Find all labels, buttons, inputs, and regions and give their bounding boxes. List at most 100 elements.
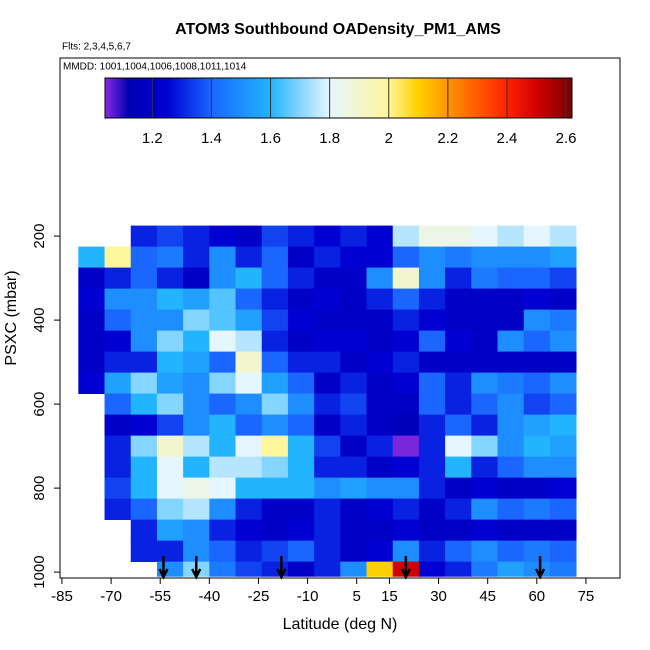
heat-cell: [366, 330, 394, 353]
heat-cell: [78, 246, 105, 268]
heat-cell: [287, 435, 315, 458]
heat-cell: [235, 414, 263, 437]
heat-cell: [130, 414, 158, 437]
heat-cell: [287, 330, 315, 353]
heat-cell: [445, 477, 472, 500]
heat-cell: [523, 225, 551, 247]
plot-frame: [59, 57, 621, 579]
heat-cell: [261, 498, 289, 521]
heat-cell: [287, 561, 315, 577]
heat-cell: [235, 477, 263, 500]
heat-cell: [445, 309, 472, 332]
heat-cell: [366, 414, 394, 437]
heat-cell: [340, 519, 367, 542]
heat-cell: [130, 309, 158, 332]
heat-cell: [314, 246, 341, 268]
heat-cell: [523, 288, 551, 310]
heat-cell: [471, 267, 498, 289]
heat-cell: [261, 351, 289, 374]
heat-cell: [549, 456, 577, 479]
heat-cell: [183, 309, 210, 332]
heat-cell: [392, 414, 420, 437]
heat-cell: [104, 330, 132, 353]
heat-cell: [209, 435, 236, 458]
heat-cell: [314, 225, 341, 247]
heat-cell: [471, 477, 498, 500]
heat-cell: [471, 498, 498, 521]
heat-cell: [445, 351, 472, 374]
arrow-marker: [400, 556, 411, 580]
heat-cell: [392, 330, 420, 353]
heat-cell: [209, 561, 236, 577]
heat-cell: [392, 393, 420, 416]
heat-cell: [523, 477, 551, 500]
heat-cell: [523, 267, 551, 289]
heat-cell: [418, 498, 446, 521]
heat-cell: [549, 351, 577, 374]
heat-cell: [130, 540, 158, 563]
heat-cell: [235, 351, 263, 374]
heat-cell: [392, 288, 420, 310]
heat-cell: [471, 225, 498, 247]
arrow-marker: [191, 556, 202, 580]
heat-cell: [392, 456, 420, 479]
heat-cell: [287, 456, 315, 479]
heat-cell: [314, 498, 341, 521]
heat-cell: [523, 372, 551, 395]
heat-cell: [497, 330, 525, 353]
colorbar-tick-label: 2: [385, 130, 393, 147]
y-tick-label: 600: [31, 392, 48, 417]
heat-cell: [183, 498, 210, 521]
heat-cell: [235, 456, 263, 479]
heat-cell: [209, 414, 236, 437]
heat-cell: [183, 225, 210, 247]
heat-cell: [497, 267, 525, 289]
heat-cell: [418, 456, 446, 479]
heat-cell: [497, 435, 525, 458]
heat-cell: [340, 435, 367, 458]
heat-cell: [183, 372, 210, 395]
heat-cell: [340, 225, 367, 247]
heat-cell: [104, 435, 132, 458]
heat-cell: [235, 309, 263, 332]
heat-cell: [314, 393, 341, 416]
heat-cell: [287, 309, 315, 332]
heat-cell: [314, 267, 341, 289]
heat-cell: [104, 288, 132, 310]
heat-cell: [235, 330, 263, 353]
heat-cell: [287, 372, 315, 395]
heat-cell: [418, 540, 446, 563]
heat-cell: [392, 225, 420, 247]
heat-cell: [497, 246, 525, 268]
heat-cell: [287, 393, 315, 416]
heat-cell: [209, 309, 236, 332]
heat-cell: [156, 498, 184, 521]
heat-cell: [445, 372, 472, 395]
x-tick-label: -55: [149, 588, 171, 605]
x-tick-label: -85: [51, 588, 73, 605]
heat-cell: [418, 330, 446, 353]
colorbar-tick-label: 1.6: [260, 130, 281, 147]
heat-cell: [497, 561, 525, 577]
heat-cell: [445, 435, 472, 458]
heat-cell: [156, 477, 184, 500]
heat-cell: [156, 372, 184, 395]
heat-cell: [314, 372, 341, 395]
heat-cell: [445, 225, 472, 247]
heat-cell: [183, 393, 210, 416]
subtitle: Flts: 2,3,4,5,6,7: [62, 42, 131, 53]
colorbar-tick-label: 2.6: [556, 130, 577, 147]
x-tick-label: -10: [297, 588, 319, 605]
heat-cell: [549, 498, 577, 521]
heat-cell: [183, 519, 210, 542]
heat-cell: [366, 246, 394, 268]
colorbar-tick-label: 1.4: [201, 130, 222, 147]
heat-cell: [497, 477, 525, 500]
heat-cell: [78, 330, 105, 353]
heat-cell: [78, 372, 105, 395]
x-tick-label: 15: [381, 588, 398, 605]
heat-cell: [549, 267, 577, 289]
heat-cell: [418, 372, 446, 395]
heat-cell: [445, 267, 472, 289]
